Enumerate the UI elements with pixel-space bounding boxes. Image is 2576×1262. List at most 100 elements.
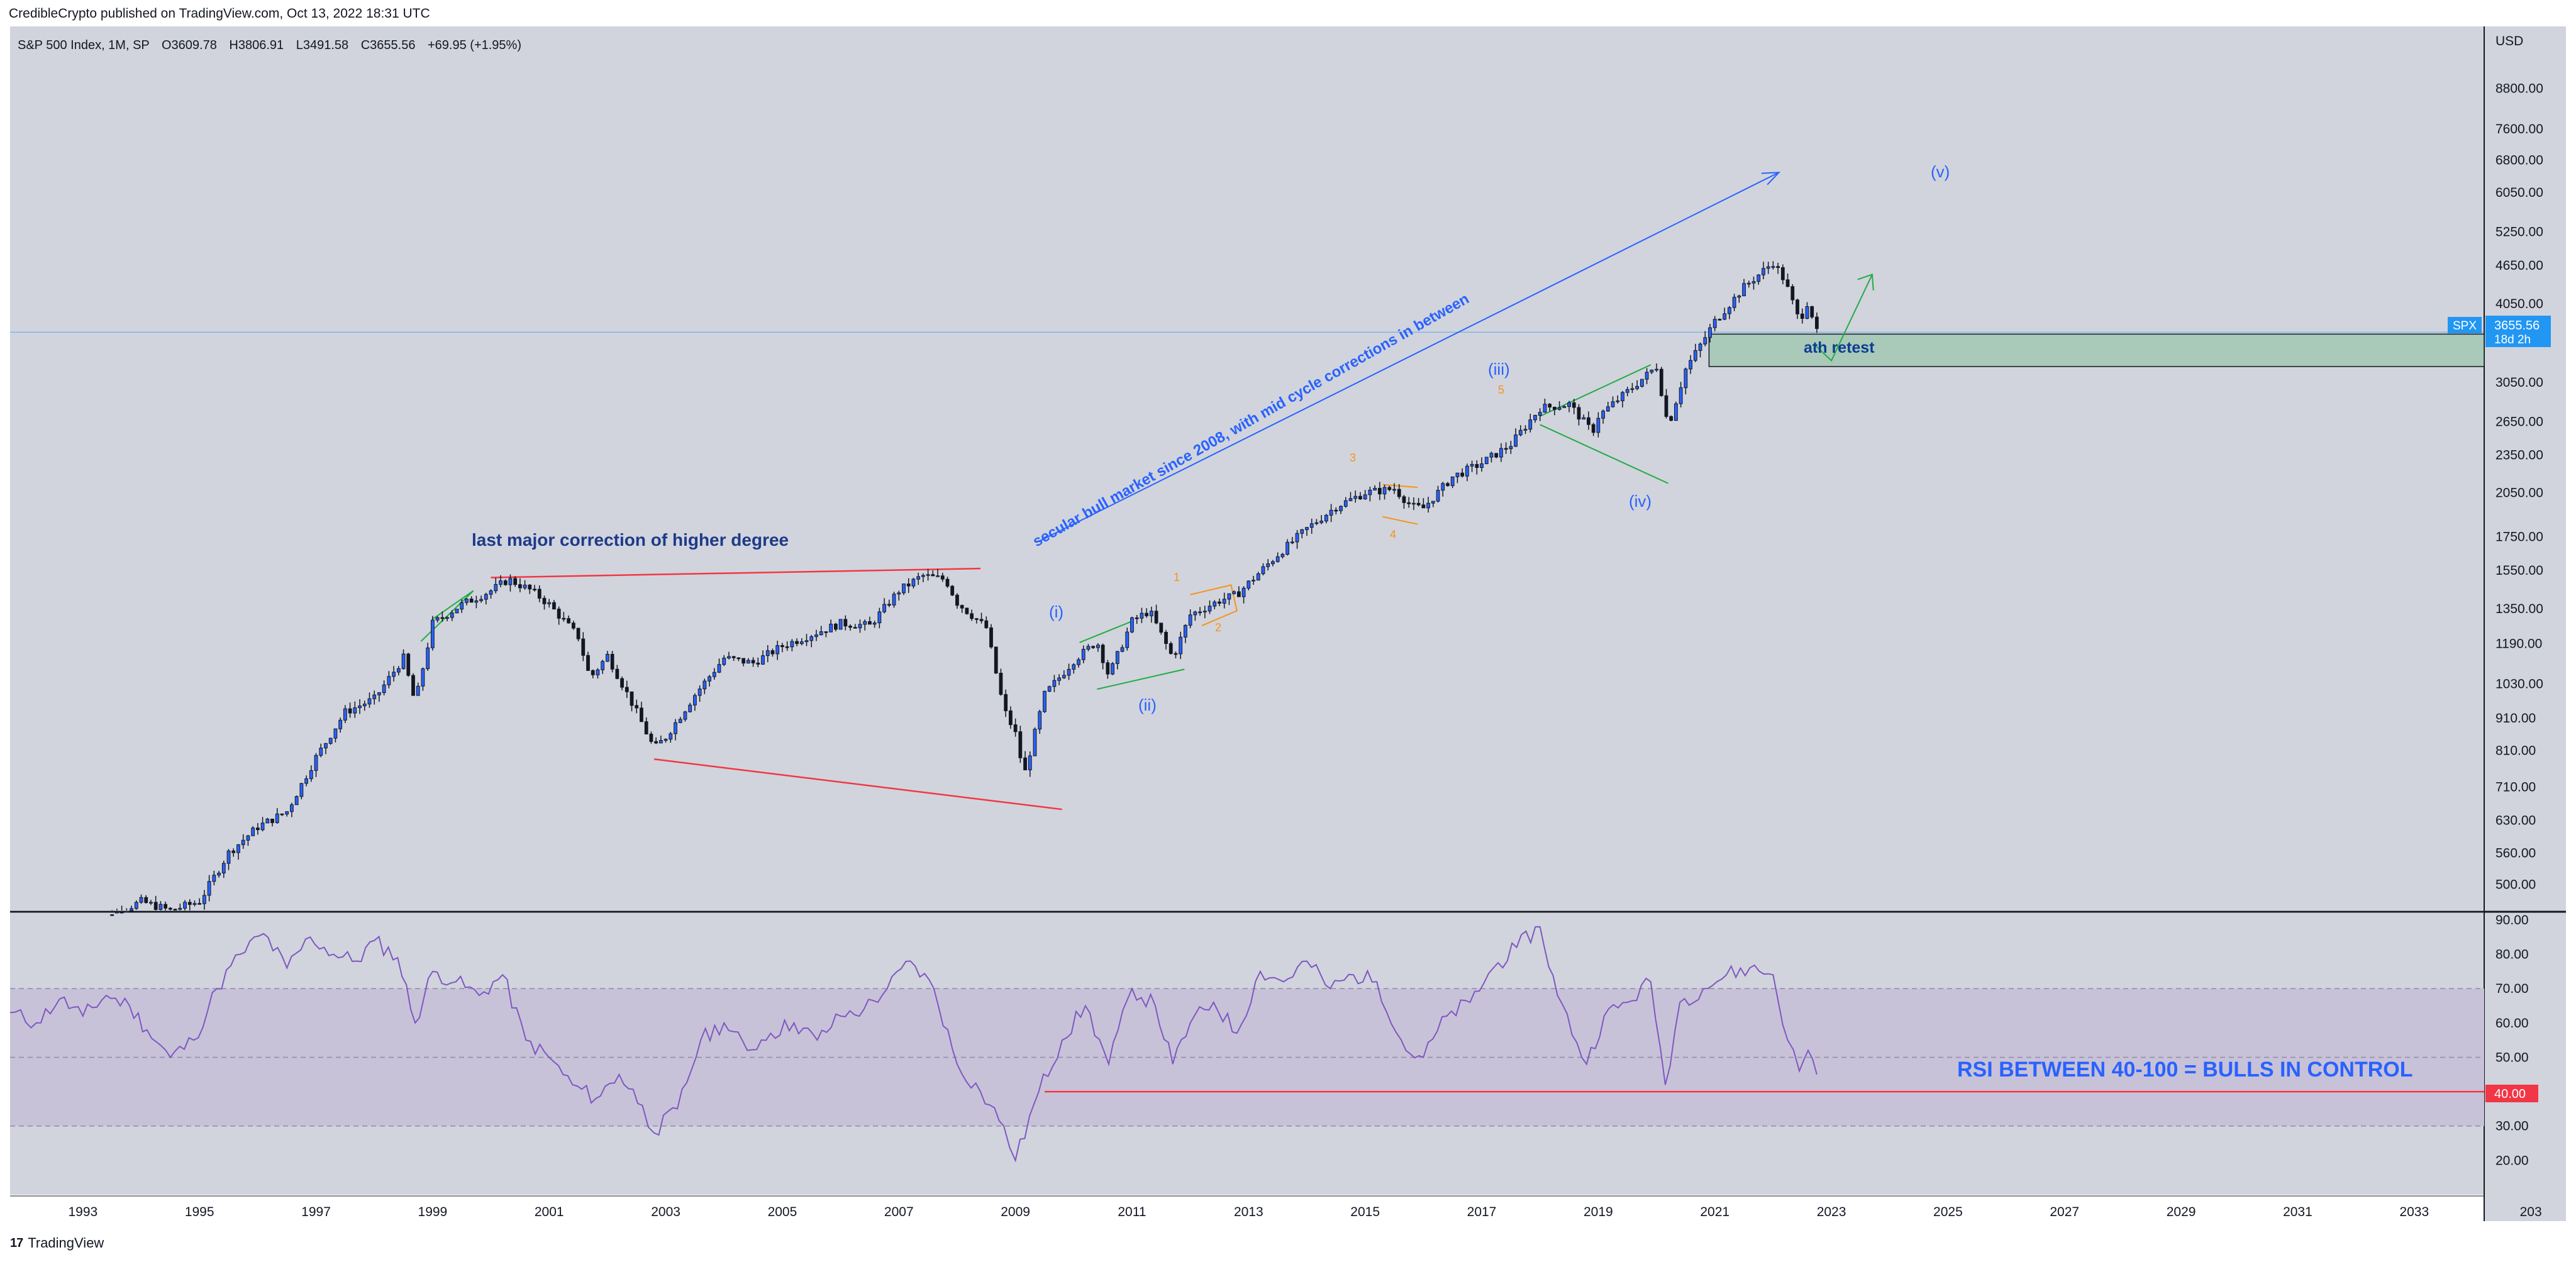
price-axis[interactable] (2484, 26, 2566, 1221)
subwave-2-label: 2 (1215, 621, 1221, 634)
time-tick-label: 2017 (1467, 1205, 1497, 1219)
candle-body (1572, 402, 1576, 408)
candle-body (430, 619, 435, 648)
candle-body (1334, 509, 1338, 512)
price-tick-label: 710.00 (2496, 780, 2536, 795)
wave-ii-label: (ii) (1138, 695, 1157, 714)
wave-v-label: (v) (1931, 162, 1950, 181)
candle-body (1218, 601, 1221, 604)
price-tick-label: 7600.00 (2496, 122, 2543, 136)
candle-body (1261, 566, 1265, 574)
candle-body (1314, 522, 1319, 524)
candle-body (1499, 448, 1503, 458)
candle-body (1640, 379, 1644, 387)
time-tick-label: 2019 (1584, 1205, 1613, 1219)
candle-body (309, 770, 313, 779)
candle-body (1402, 496, 1406, 503)
candle-body (1708, 327, 1712, 338)
candle-body (1616, 400, 1620, 402)
candle-body (207, 881, 211, 896)
candles (110, 261, 1819, 916)
candle-body (1077, 659, 1080, 665)
ath-retest-zone (1708, 333, 2485, 367)
candle-body (290, 804, 294, 812)
candle-body (173, 909, 177, 911)
candle-body (1368, 489, 1372, 495)
rsi-tick-label: 70.00 (2496, 982, 2529, 996)
candle-body (741, 658, 746, 664)
candle-body (1480, 463, 1484, 468)
candle-body (542, 597, 547, 604)
candle-body (1762, 268, 1765, 275)
candle-body (192, 903, 197, 905)
candle-body (702, 680, 707, 690)
candle-body (1746, 282, 1751, 285)
candle-body (1727, 307, 1731, 314)
candle-body (440, 617, 445, 619)
candle-body (1810, 306, 1814, 318)
candle-body (669, 733, 673, 740)
candle-body (1552, 406, 1557, 410)
candle-body (1062, 675, 1066, 678)
candle-body (1650, 369, 1654, 373)
candle-body (358, 706, 362, 709)
price-tick-label: 8800.00 (2496, 81, 2543, 96)
candle-body (780, 645, 784, 648)
candle-body (965, 607, 969, 614)
price-panel[interactable] (10, 26, 2484, 911)
candle-body (251, 827, 255, 836)
candle-body (615, 668, 619, 679)
candle-body (1047, 686, 1052, 692)
candle-body (717, 664, 721, 673)
candle-body (868, 621, 872, 625)
candle-body (1057, 677, 1062, 681)
candle-body (1489, 453, 1494, 458)
open-label: O (162, 38, 172, 52)
candle-body (1198, 611, 1202, 614)
candle-body (557, 609, 561, 619)
candle-body (1319, 521, 1324, 523)
candle-body (1271, 561, 1275, 565)
candle-body (892, 594, 896, 606)
subwave-4-label: 4 (1390, 528, 1396, 541)
candle-body (1411, 502, 1416, 505)
brand-name: TradingView (28, 1235, 104, 1251)
candle-body (1353, 495, 1358, 499)
candle-body (1256, 573, 1260, 581)
candle-body (999, 672, 1003, 695)
candle-body (499, 580, 502, 585)
candle-body (829, 623, 833, 633)
candle-body (1004, 694, 1008, 711)
candle-body (882, 604, 887, 612)
candle-body (1373, 487, 1377, 490)
candle-body (1713, 319, 1717, 328)
annotation-lines (420, 172, 2485, 1093)
candle-body (630, 691, 634, 706)
candle-body (571, 623, 575, 629)
series-title: S&P 500 Index, 1M, SP (18, 38, 149, 52)
last-price-tag[interactable] (2485, 316, 2551, 347)
high-label: H (229, 38, 238, 52)
candle-body (1252, 580, 1255, 582)
candle-body (838, 619, 843, 630)
candle-body (1208, 606, 1212, 612)
candle-body (1164, 631, 1168, 644)
candle-body (697, 689, 702, 696)
time-tick-label: 203 (2520, 1205, 2542, 1219)
candle-body (1543, 404, 1547, 413)
candle-body (1528, 419, 1533, 430)
candle-body (790, 641, 794, 648)
candle-body (819, 631, 823, 636)
candle-body (1484, 457, 1489, 465)
axis-unit: USD (2496, 34, 2523, 48)
footer-brand[interactable]: 17 TradingView (10, 1235, 104, 1251)
candle-body (1086, 646, 1091, 650)
candle-body (649, 733, 653, 742)
candle-body (824, 631, 828, 633)
forecast-arrow-head (1857, 274, 1874, 291)
candle-body (1416, 502, 1421, 506)
candle-body (1732, 297, 1736, 308)
candle-body (1290, 541, 1294, 543)
candle-body (314, 755, 318, 771)
